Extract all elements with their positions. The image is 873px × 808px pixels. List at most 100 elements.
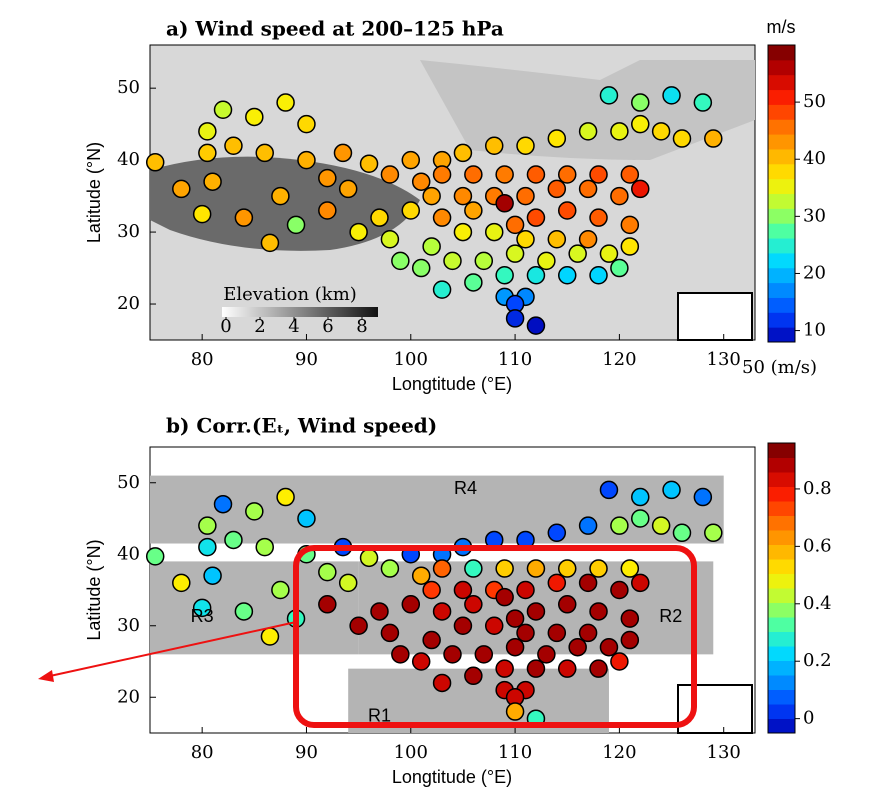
colorbar-step	[768, 443, 795, 458]
y-tick-label: 30	[117, 615, 140, 636]
station	[653, 517, 670, 534]
station	[527, 603, 544, 620]
colorbar-step	[768, 283, 795, 298]
station	[611, 653, 628, 670]
station	[147, 154, 164, 171]
station	[548, 130, 565, 147]
x-tick-label: 130	[707, 742, 741, 763]
station	[465, 274, 482, 291]
station	[548, 180, 565, 197]
station	[600, 87, 617, 104]
station	[611, 260, 628, 277]
station	[147, 548, 164, 565]
elevation-tick-label: 2	[254, 316, 265, 337]
station	[632, 116, 649, 133]
colorbar-step	[768, 458, 795, 473]
station	[527, 660, 544, 677]
station	[590, 267, 607, 284]
colorbar-tick-label: 40	[803, 148, 826, 169]
station	[298, 152, 315, 169]
station	[465, 166, 482, 183]
colorbar-step	[768, 617, 795, 632]
station	[527, 267, 544, 284]
station	[465, 667, 482, 684]
station	[663, 481, 680, 498]
station	[423, 238, 440, 255]
colorbar-step	[768, 574, 795, 589]
station	[246, 108, 263, 125]
elevation-bar	[222, 307, 378, 317]
station	[381, 560, 398, 577]
y-tick-label: 50	[117, 472, 140, 493]
station	[454, 224, 471, 241]
station	[496, 589, 513, 606]
colorbar-tick-label: 0.2	[803, 650, 832, 671]
station	[559, 202, 576, 219]
station	[580, 123, 597, 140]
station	[334, 144, 351, 161]
station	[621, 166, 638, 183]
x-axis-label: Longtitude (°E)	[392, 374, 512, 394]
station	[673, 524, 690, 541]
station	[298, 510, 315, 527]
station	[538, 646, 555, 663]
station	[600, 481, 617, 498]
station	[527, 317, 544, 334]
colorbar-step	[768, 268, 795, 283]
station	[507, 216, 524, 233]
station	[434, 603, 451, 620]
station	[277, 489, 294, 506]
station	[381, 166, 398, 183]
colorbar-tick-label: 0.4	[803, 593, 832, 614]
station	[392, 252, 409, 269]
station	[496, 267, 513, 284]
station	[434, 166, 451, 183]
station	[548, 624, 565, 641]
station	[392, 646, 409, 663]
x-tick-label: 120	[602, 742, 636, 763]
station	[517, 137, 534, 154]
station	[705, 524, 722, 541]
station	[590, 209, 607, 226]
colorbar-step	[768, 327, 795, 342]
station	[288, 216, 305, 233]
station	[225, 137, 242, 154]
station	[621, 632, 638, 649]
station	[590, 603, 607, 620]
station	[204, 567, 221, 584]
colorbar-step	[768, 603, 795, 618]
y-tick-label: 50	[117, 77, 140, 98]
station	[319, 202, 336, 219]
station	[632, 510, 649, 527]
x-tick-label: 120	[602, 349, 636, 370]
station	[559, 660, 576, 677]
chart-title: b) Corr.(Eₜ, Wind speed)	[166, 414, 437, 438]
colorbar-tick-label: 30	[803, 205, 826, 226]
station	[548, 574, 565, 591]
station	[256, 144, 273, 161]
x-tick-label: 80	[191, 742, 214, 763]
panel-b: 809010011012013020304050b) Corr.(Eₜ, Win…	[84, 414, 832, 787]
colorbar-tick-label: 50	[803, 91, 826, 112]
station	[413, 567, 430, 584]
figure: 809010011012013020304050a) Wind speed at…	[0, 0, 873, 808]
x-tick-label: 80	[191, 349, 214, 370]
station	[590, 166, 607, 183]
station	[580, 624, 597, 641]
colorbar-step	[768, 149, 795, 164]
region-label: R3	[191, 606, 214, 626]
x-tick-label: 90	[295, 349, 318, 370]
station	[454, 582, 471, 599]
colorbar-step	[768, 646, 795, 661]
region-label: R1	[368, 706, 391, 726]
station	[444, 252, 461, 269]
colorbar-step	[768, 588, 795, 603]
station	[350, 617, 367, 634]
station	[381, 231, 398, 248]
station	[194, 206, 211, 223]
station	[559, 560, 576, 577]
station	[371, 209, 388, 226]
colorbar-step	[768, 675, 795, 690]
colorbar-tick-label: 0	[803, 708, 814, 729]
